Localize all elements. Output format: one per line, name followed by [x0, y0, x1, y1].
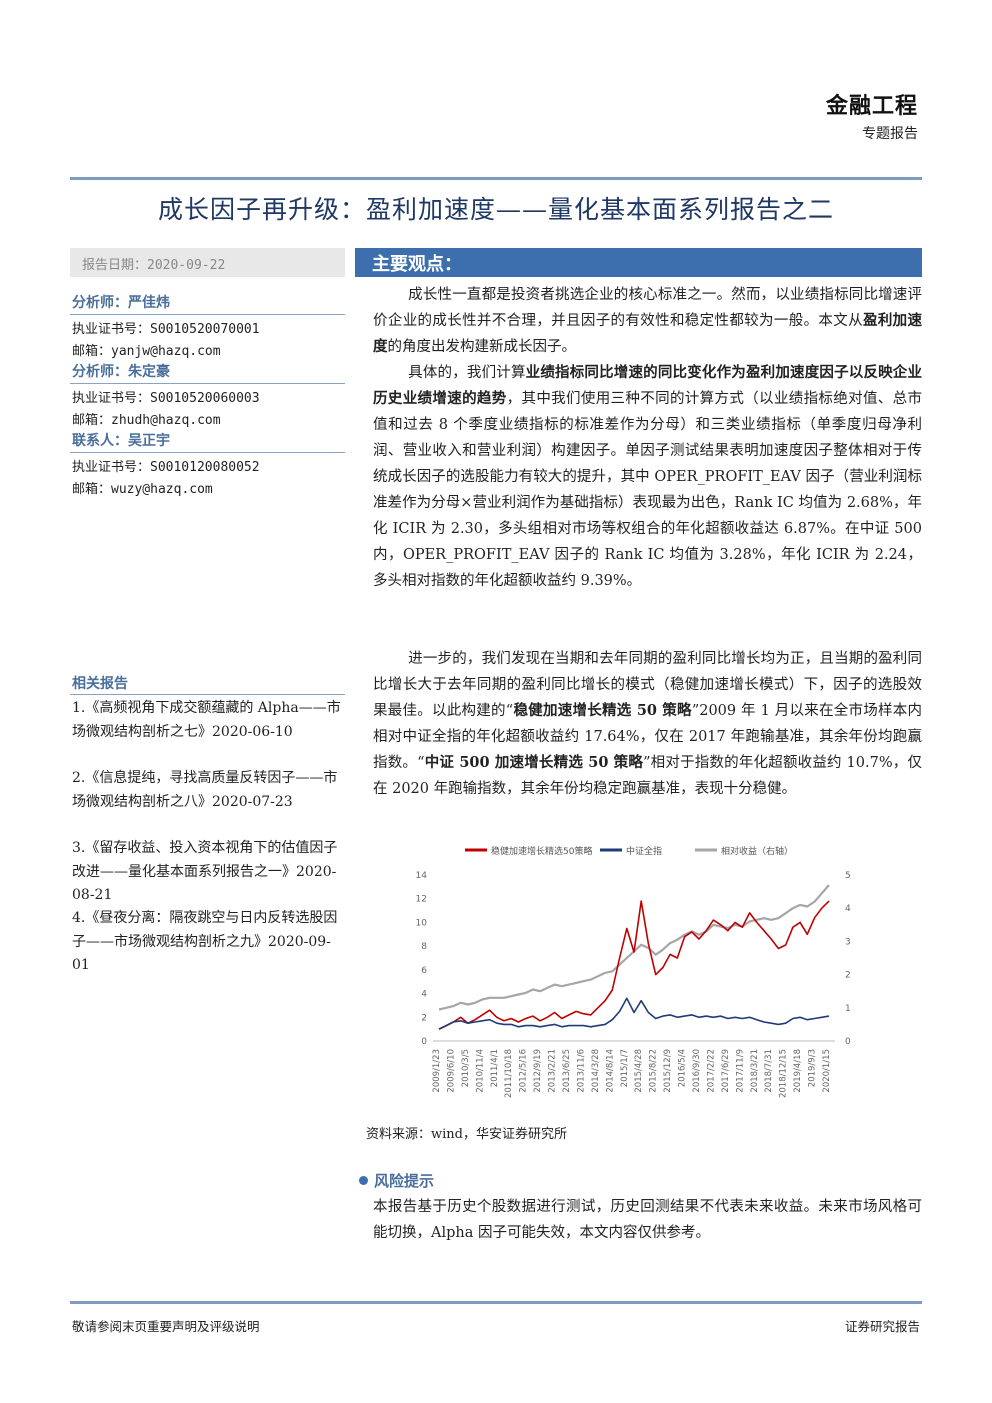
x-tick-label: 2011/4/1 [490, 1049, 500, 1087]
legend-label: 中证全指 [626, 845, 662, 857]
series-line [438, 997, 830, 1030]
strategy-performance-chart: 稳健加速增长精选50策略 中证全指 相对收益（右轴）0246810121401234… [416, 845, 851, 1098]
x-tick-label: 2018/3/21 [750, 1049, 760, 1093]
y-right-tick-label: 1 [845, 1004, 851, 1014]
y-left-tick-label: 14 [416, 871, 428, 881]
document-title: 成长因子再升级：盈利加速度——量化基本面系列报告之二 [157, 195, 834, 224]
risk-text: 本报告基于历史个股数据进行测试，历史回测结果不代表未来收益。未来市场风格可能切换… [373, 1199, 922, 1241]
brand-title: 金融工程 [825, 93, 918, 119]
x-tick-label: 2011/10/18 [504, 1049, 514, 1098]
report-type: 专题报告 [862, 126, 918, 142]
analyst-name: 分析师：朱定豪 [72, 364, 170, 380]
x-tick-label: 2017/2/22 [706, 1049, 716, 1093]
analyst-email[interactable]: 邮箱：yanjw@hazq.com [72, 344, 221, 359]
divider [70, 383, 345, 384]
footer-label: 证券研究报告 [844, 1319, 920, 1334]
related-report-item[interactable]: 2.《信息提纯，寻找高质量反转因子——市场微观结构剖析之八》2020-07-23 [72, 770, 338, 810]
y-left-tick-label: 12 [416, 895, 427, 905]
x-tick-label: 2009/1/23 [432, 1049, 442, 1093]
contact-email[interactable]: 邮箱：wuzy@hazq.com [72, 482, 213, 497]
key-points-title: 主要观点： [372, 254, 462, 275]
x-tick-label: 2020/1/15 [822, 1049, 832, 1093]
x-tick-label: 2016/5/4 [678, 1049, 688, 1087]
divider [70, 314, 345, 315]
footer-disclaimer[interactable]: 敬请参阅末页重要声明及评级说明 [72, 1319, 260, 1334]
y-left-tick-label: 6 [421, 966, 427, 976]
x-tick-label: 2019/4/18 [793, 1049, 803, 1093]
x-tick-label: 2019/9/3 [808, 1049, 818, 1087]
y-left-tick-label: 4 [421, 990, 427, 1000]
y-right-tick-label: 5 [845, 871, 851, 881]
bullet-icon [359, 1176, 368, 1185]
y-left-tick-label: 2 [421, 1013, 427, 1023]
x-tick-label: 2014/8/14 [605, 1049, 615, 1093]
x-tick-label: 2017/11/9 [735, 1049, 745, 1093]
related-report-item[interactable]: 4.《昼夜分离：隔夜跳空与日内反转选股因子——市场微观结构剖析之九》2020-0… [72, 910, 338, 973]
risk-title: 风险提示 [374, 1172, 435, 1190]
bottom-rule [70, 1301, 922, 1304]
y-right-tick-label: 4 [845, 904, 851, 914]
x-tick-label: 2018/12/15 [779, 1049, 789, 1098]
y-left-tick-label: 0 [421, 1037, 427, 1047]
legend-label: 稳健加速增长精选50策略 [491, 845, 592, 857]
x-tick-label: 2012/9/19 [533, 1049, 543, 1093]
x-tick-label: 2013/2/21 [548, 1049, 558, 1093]
x-tick-label: 2017/6/29 [721, 1049, 731, 1093]
chart-source: 资料来源：wind，华安证券研究所 [366, 1127, 567, 1142]
series-line [438, 900, 830, 1030]
top-rule [70, 177, 922, 180]
y-right-tick-label: 2 [845, 971, 851, 981]
divider [70, 694, 345, 695]
x-tick-label: 2009/6/10 [446, 1049, 456, 1093]
key-points-bar [355, 248, 922, 277]
date-bar [70, 248, 345, 277]
y-right-tick-label: 0 [845, 1037, 851, 1047]
y-right-tick-label: 3 [845, 937, 851, 947]
report-date: 报告日期：2020-09-22 [82, 258, 226, 273]
x-tick-label: 2010/11/4 [475, 1049, 485, 1093]
paragraph-strategy: 进一步的，我们发现在当期和去年同期的盈利同比增长均为正，且当期的盈利同比增长大于… [373, 651, 922, 797]
analyst-cert: 执业证书号：S0010520060003 [72, 391, 260, 406]
x-tick-label: 2014/3/28 [591, 1049, 601, 1093]
x-tick-label: 2016/9/30 [692, 1049, 702, 1093]
y-left-tick-label: 8 [421, 942, 427, 952]
divider [70, 452, 345, 453]
x-tick-label: 2013/11/6 [576, 1049, 586, 1093]
x-tick-label: 2018/7/31 [764, 1049, 774, 1093]
x-tick-label: 2010/3/5 [461, 1049, 471, 1087]
analyst-name: 分析师：严佳炜 [72, 295, 170, 311]
x-tick-label: 2015/4/28 [634, 1049, 644, 1093]
paragraph-intro: 成长性一直都是投资者挑选企业的核心标准之一。然而，以业绩指标同比增速评价企业的成… [373, 287, 923, 355]
x-tick-label: 2012/5/16 [519, 1049, 529, 1093]
related-reports-title: 相关报告 [72, 676, 128, 692]
x-tick-label: 2015/8/22 [649, 1049, 659, 1093]
contact-cert: 执业证书号：S0010120080052 [72, 460, 260, 475]
contact-name: 联系人：吴正宇 [72, 433, 170, 449]
related-report-item[interactable]: 3.《留存收益、投入资本视角下的估值因子改进——量化基本面系列报告之一》2020… [72, 840, 338, 903]
analyst-email[interactable]: 邮箱：zhudh@hazq.com [72, 413, 221, 428]
y-left-tick-label: 10 [416, 918, 428, 928]
related-report-item[interactable]: 1.《高频视角下成交额蕴藏的 Alpha——市场微观结构剖析之七》2020-06… [72, 700, 341, 740]
x-tick-label: 2013/6/25 [562, 1049, 572, 1093]
paragraph-method: 具体的，我们计算业绩指标同比增速的同比变化作为盈利加速度因子以反映企业历史业绩增… [373, 364, 922, 589]
x-tick-label: 2015/12/9 [663, 1049, 673, 1093]
analyst-cert: 执业证书号：S0010520070001 [72, 322, 260, 337]
legend-label: 相对收益（右轴） [721, 845, 793, 857]
x-tick-label: 2015/1/7 [620, 1049, 630, 1087]
